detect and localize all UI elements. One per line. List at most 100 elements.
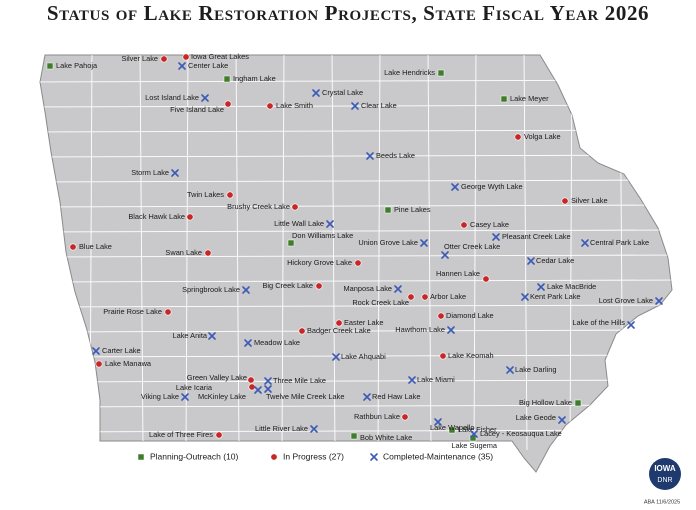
lake-marker xyxy=(264,385,272,393)
lake-label: Lake Miami xyxy=(417,375,455,384)
lake-label: Lake Meyer xyxy=(510,94,549,103)
county-line xyxy=(40,229,672,233)
lake-label: Iowa Great Lakes xyxy=(191,52,249,61)
lake-marker-stroke xyxy=(537,283,545,291)
lake-label: Lake Sugema xyxy=(451,441,497,450)
lake-marker xyxy=(69,243,77,251)
lake-label: Hickory Grove Lake xyxy=(287,258,352,267)
lake-label: Little River Lake xyxy=(255,424,308,433)
legend-marker xyxy=(370,453,378,461)
lake-marker-stroke xyxy=(208,332,216,340)
lake-marker-stroke xyxy=(171,169,179,177)
lake-marker-stroke xyxy=(264,377,272,385)
county-line xyxy=(185,55,189,451)
lake-marker-stroke xyxy=(310,425,318,433)
lake-label: Lake Icaria xyxy=(176,383,213,392)
lake-marker-stroke xyxy=(326,220,334,228)
lake-label: Pleasant Creek Lake xyxy=(502,232,571,241)
lake-marker xyxy=(164,308,172,316)
lake-label: Springbrook Lake xyxy=(182,285,240,294)
lake-marker-stroke xyxy=(178,62,186,70)
lake-marker xyxy=(514,133,522,141)
lake-marker-stroke xyxy=(558,416,566,424)
lake-marker xyxy=(581,239,589,247)
county-line xyxy=(331,55,336,451)
lake-marker-stroke xyxy=(312,89,320,97)
lake-label: Bob White Lake xyxy=(360,433,412,442)
lake-marker xyxy=(208,332,216,340)
lake-label: Lake Manawa xyxy=(105,359,152,368)
logo-text: DNR xyxy=(657,477,672,484)
lake-label: Red Haw Lake xyxy=(372,392,420,401)
lake-marker xyxy=(354,259,362,267)
lake-label: Twin Lakes xyxy=(187,190,224,199)
lake-marker-stroke xyxy=(351,102,359,110)
lake-marker xyxy=(298,327,306,335)
lake-marker xyxy=(332,353,340,361)
lake-marker xyxy=(441,251,449,259)
lake-label: Twelve Mile Creek Lake xyxy=(266,392,344,401)
lake-marker-stroke xyxy=(506,366,514,374)
lake-label: Rock Creek Lake xyxy=(352,298,409,307)
lake-label: Lake Pahoja xyxy=(56,61,98,70)
lake-marker xyxy=(482,275,490,283)
lake-marker-stroke xyxy=(655,297,663,305)
lake-marker xyxy=(408,376,416,384)
lake-marker xyxy=(627,321,635,329)
lake-marker-stroke xyxy=(254,386,262,394)
lake-marker xyxy=(437,312,445,320)
lake-marker xyxy=(384,206,392,214)
lake-label: Lake Ahquabi xyxy=(341,352,386,361)
lake-marker xyxy=(226,191,234,199)
lake-label: Crystal Lake xyxy=(322,88,363,97)
lake-marker xyxy=(537,283,545,291)
lake-label: Big Hollow Lake xyxy=(519,398,572,407)
lake-label: Casey Lake xyxy=(470,220,509,229)
lake-marker xyxy=(351,102,359,110)
lake-marker xyxy=(46,62,54,70)
lake-marker xyxy=(223,75,231,83)
lake-marker xyxy=(492,233,500,241)
county-line xyxy=(523,55,528,451)
lake-label: Storm Lake xyxy=(131,168,169,177)
lake-marker xyxy=(500,95,508,103)
lake-marker xyxy=(558,416,566,424)
lake-label: Beeds Lake xyxy=(376,151,415,160)
lake-label: Silver Lake xyxy=(121,54,158,63)
lake-label: Little Wall Lake xyxy=(274,219,324,228)
lake-label: Swan Lake xyxy=(165,248,202,257)
lake-marker xyxy=(215,431,223,439)
lake-label: Ingham Lake xyxy=(233,74,276,83)
lake-marker-stroke xyxy=(527,257,535,265)
lake-marker xyxy=(439,352,447,360)
lake-label: Lake MacBride xyxy=(547,282,596,291)
map-title: Status of Lake Restoration Projects, Sta… xyxy=(47,1,649,25)
lake-marker xyxy=(181,393,189,401)
lake-marker-stroke xyxy=(441,251,449,259)
lake-label: Prairie Rose Lake xyxy=(103,307,162,316)
lake-label: Volga Lake xyxy=(524,132,561,141)
lake-marker xyxy=(421,293,429,301)
lake-marker xyxy=(326,220,334,228)
lakes: Lake Pahoja Ingham Lake Lake Hendricks Lake… xyxy=(46,52,663,450)
lake-marker-stroke xyxy=(492,233,500,241)
lake-label: Cedar Lake xyxy=(536,256,574,265)
county-line xyxy=(40,329,672,333)
lake-marker-stroke xyxy=(394,285,402,293)
lake-marker-stroke xyxy=(447,326,455,334)
lake-label: Lake Smith xyxy=(276,101,313,110)
lake-label: Lake Anita xyxy=(172,331,207,340)
lake-label: Lacey - Keosauqua Lake xyxy=(480,429,562,438)
county-line xyxy=(40,354,672,358)
footer-note: ABA 11/6/2025 xyxy=(644,499,680,505)
lake-marker xyxy=(561,197,569,205)
county-line xyxy=(40,279,672,283)
lake-marker-stroke xyxy=(264,385,272,393)
lake-label: Lake Hendricks xyxy=(384,68,435,77)
lake-marker-stroke xyxy=(242,286,250,294)
lake-label: Black Hawk Lake xyxy=(128,212,185,221)
lake-marker xyxy=(447,326,455,334)
lake-label: Diamond Lake xyxy=(446,311,494,320)
lake-marker xyxy=(178,62,186,70)
